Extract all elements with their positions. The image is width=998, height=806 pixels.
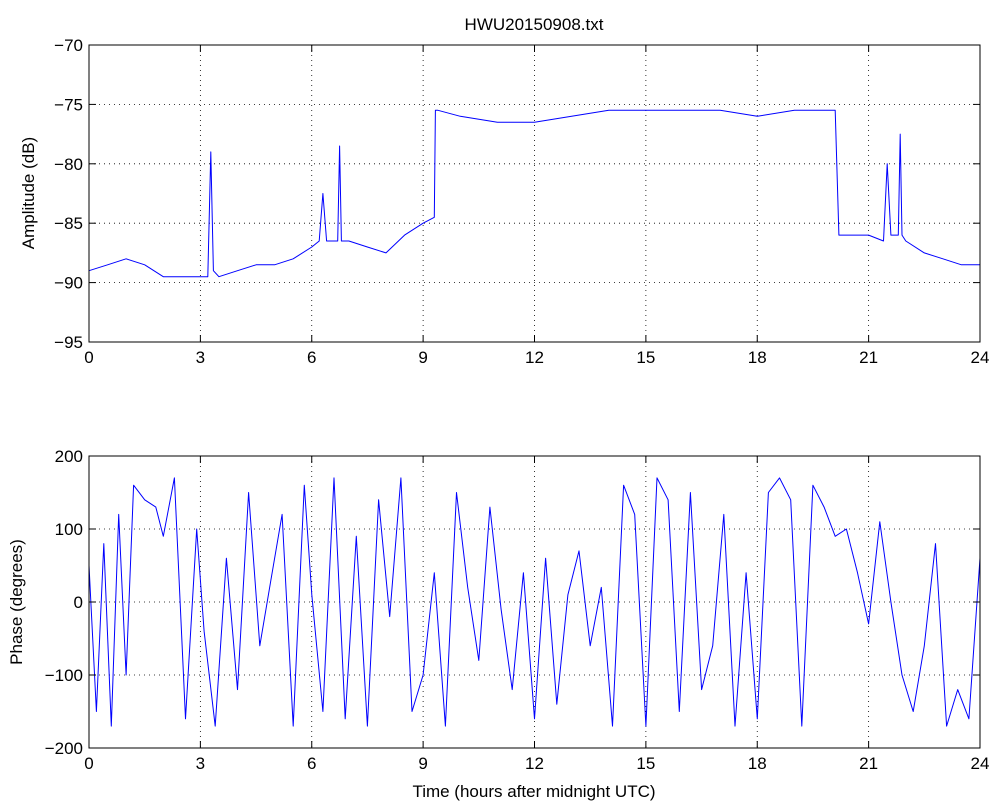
x-tick-label: 6 bbox=[307, 754, 316, 773]
amplitude-y-axis-label: Amplitude (dB) bbox=[19, 137, 38, 249]
phase-series-line bbox=[88, 477, 981, 727]
x-tick-label: 9 bbox=[418, 754, 427, 773]
phase-y-axis-label: Phase (degrees) bbox=[7, 539, 26, 665]
x-tick-label: 3 bbox=[196, 348, 205, 367]
y-tick-label: 0 bbox=[74, 593, 83, 612]
y-tick-label: −85 bbox=[54, 214, 83, 233]
y-tick-label: −90 bbox=[54, 274, 83, 293]
x-tick-label: 21 bbox=[859, 754, 878, 773]
y-tick-label: 200 bbox=[55, 447, 83, 466]
amplitude-axes-frame bbox=[88, 44, 981, 343]
x-tick-label: 15 bbox=[636, 348, 655, 367]
phase-plot-area bbox=[88, 477, 981, 727]
y-tick-label: −95 bbox=[54, 333, 83, 352]
x-tick-label: 18 bbox=[748, 754, 767, 773]
x-tick-label: 0 bbox=[84, 754, 93, 773]
x-tick-label: 9 bbox=[418, 348, 427, 367]
y-tick-label: −75 bbox=[54, 95, 83, 114]
x-tick-label: 12 bbox=[525, 348, 544, 367]
amplitude-panel: HWU20150908.txt 0 3 6 9 12 15 18 21 24 −95 −90 −85 −… bbox=[19, 15, 989, 367]
amplitude-plot-area bbox=[88, 109, 980, 278]
phase-grid bbox=[89, 456, 980, 748]
phase-panel: 0 3 6 9 12 15 18 21 24 −200 −100 0 100 200 Phase (deg… bbox=[7, 447, 989, 801]
y-tick-label: 100 bbox=[55, 520, 83, 539]
x-tick-label: 15 bbox=[636, 754, 655, 773]
amplitude-ticks: 0 3 6 9 12 15 18 21 24 −95 −90 −85 −80 −75 −70 bbox=[54, 36, 989, 367]
y-tick-label: −80 bbox=[54, 155, 83, 174]
amplitude-grid bbox=[89, 45, 980, 342]
x-tick-label: 18 bbox=[748, 348, 767, 367]
phase-ticks: 0 3 6 9 12 15 18 21 24 −200 −100 0 100 200 bbox=[45, 447, 990, 773]
phase-axes-frame bbox=[88, 455, 981, 749]
x-tick-label: 6 bbox=[307, 348, 316, 367]
y-tick-label: −70 bbox=[54, 36, 83, 55]
amplitude-series-line bbox=[88, 109, 980, 278]
time-x-axis-label: Time (hours after midnight UTC) bbox=[412, 782, 655, 801]
chart-title: HWU20150908.txt bbox=[465, 15, 604, 34]
x-tick-label: 24 bbox=[971, 348, 990, 367]
x-tick-label: 0 bbox=[84, 348, 93, 367]
x-tick-label: 12 bbox=[525, 754, 544, 773]
x-tick-label: 24 bbox=[971, 754, 990, 773]
y-tick-label: −100 bbox=[45, 666, 83, 685]
x-tick-label: 21 bbox=[859, 348, 878, 367]
x-tick-label: 3 bbox=[196, 754, 205, 773]
y-tick-label: −200 bbox=[45, 739, 83, 758]
